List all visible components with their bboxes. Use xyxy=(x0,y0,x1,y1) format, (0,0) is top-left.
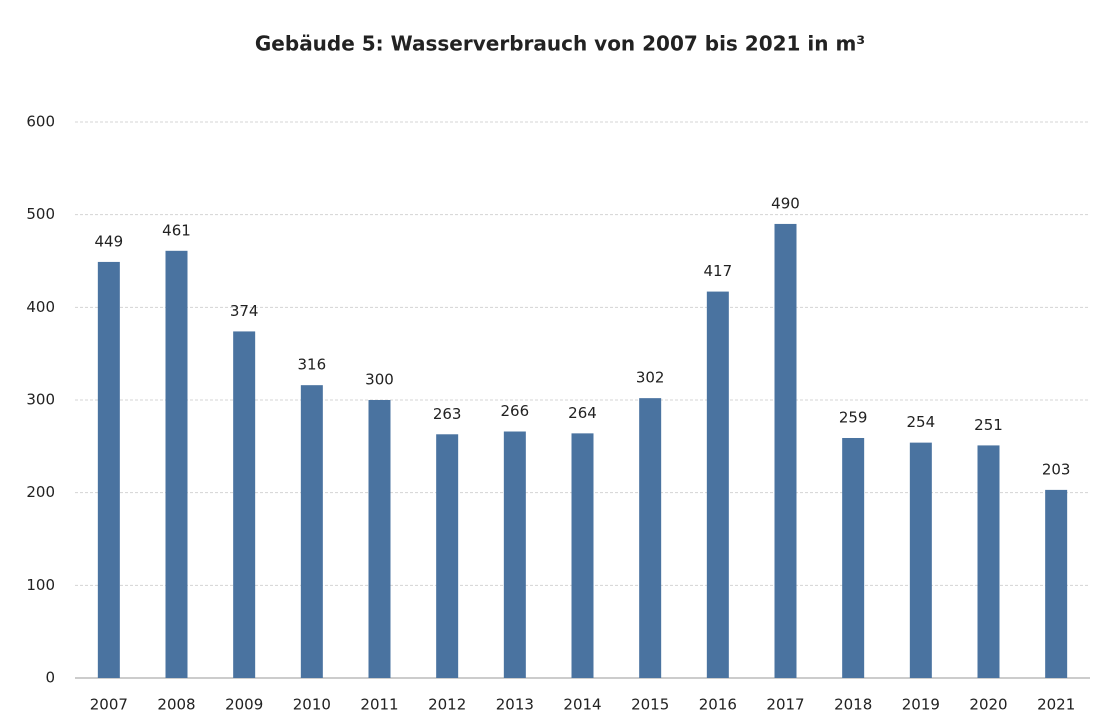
x-tick-label: 2012 xyxy=(428,696,466,714)
value-label: 374 xyxy=(230,302,259,320)
bar xyxy=(97,261,120,678)
x-tick-label: 2019 xyxy=(902,696,940,714)
x-tick-label: 2014 xyxy=(563,696,601,714)
value-label: 264 xyxy=(568,404,597,422)
x-tick-label: 2010 xyxy=(293,696,331,714)
bar xyxy=(774,223,797,678)
value-label: 316 xyxy=(298,356,327,374)
y-tick-label: 0 xyxy=(45,669,55,687)
bar xyxy=(436,434,459,678)
value-label: 259 xyxy=(839,408,868,426)
y-tick-label: 600 xyxy=(26,113,55,131)
value-label: 300 xyxy=(365,371,394,389)
value-label: 302 xyxy=(636,369,665,387)
value-label: 251 xyxy=(974,416,1003,434)
value-label: 417 xyxy=(704,262,733,280)
y-tick-label: 500 xyxy=(26,205,55,223)
bar xyxy=(503,431,526,678)
x-tick-label: 2009 xyxy=(225,696,263,714)
value-label: 263 xyxy=(433,405,462,423)
bar xyxy=(706,291,729,678)
y-tick-label: 100 xyxy=(26,576,55,594)
bar xyxy=(909,442,932,678)
x-tick-label: 2017 xyxy=(766,696,804,714)
x-tick-label: 2013 xyxy=(496,696,534,714)
x-tick-label: 2016 xyxy=(699,696,737,714)
x-tick-label: 2007 xyxy=(90,696,128,714)
value-label: 490 xyxy=(771,194,800,212)
bar xyxy=(1045,489,1068,678)
x-tick-label: 2015 xyxy=(631,696,669,714)
value-label: 266 xyxy=(501,402,530,420)
bar xyxy=(571,433,594,678)
chart-title: Gebäude 5: Wasserverbrauch von 2007 bis … xyxy=(255,32,865,56)
value-label: 203 xyxy=(1042,460,1071,478)
bar xyxy=(165,250,188,678)
x-tick-label: 2018 xyxy=(834,696,872,714)
bar xyxy=(639,398,662,678)
y-tick-label: 300 xyxy=(26,391,55,409)
value-label: 449 xyxy=(95,232,124,250)
value-label: 461 xyxy=(162,221,191,239)
bar xyxy=(977,445,1000,678)
bar xyxy=(368,400,391,678)
bar xyxy=(842,437,865,678)
bar xyxy=(300,385,323,678)
y-tick-label: 200 xyxy=(26,483,55,501)
x-tick-label: 2008 xyxy=(157,696,195,714)
value-label: 254 xyxy=(907,413,936,431)
bar xyxy=(233,331,256,678)
x-tick-label: 2011 xyxy=(360,696,398,714)
y-tick-label: 400 xyxy=(26,298,55,316)
x-tick-label: 2020 xyxy=(969,696,1007,714)
x-tick-label: 2021 xyxy=(1037,696,1075,714)
